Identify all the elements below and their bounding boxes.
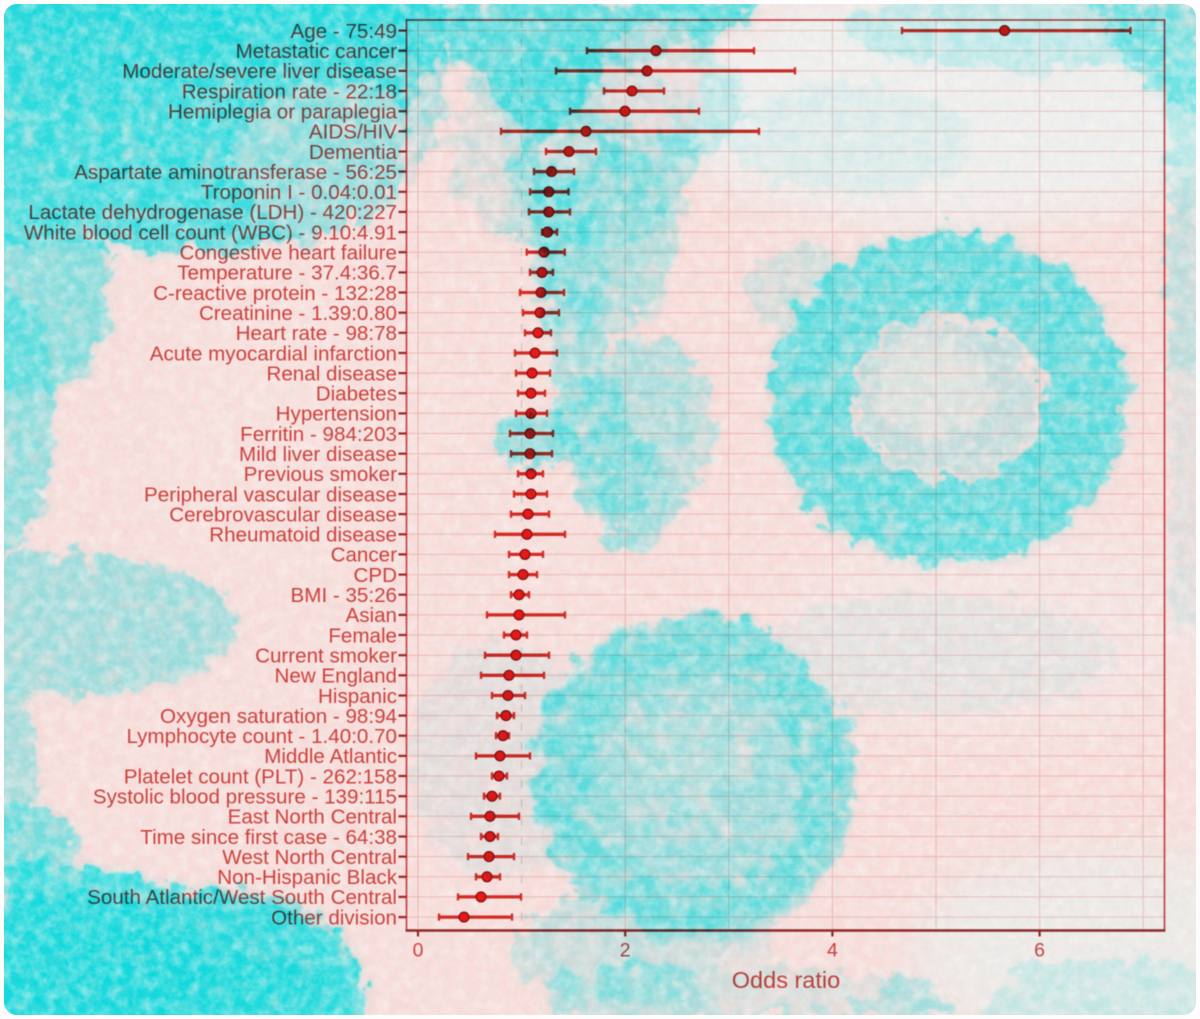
svg-text:BMI - 35:26: BMI - 35:26 [291,584,397,607]
svg-text:Female: Female [328,624,397,647]
svg-text:Oxygen saturation - 98:94: Oxygen saturation - 98:94 [160,705,397,728]
svg-text:4: 4 [827,940,838,962]
svg-text:Renal disease: Renal disease [266,362,397,385]
svg-text:Lymphocyte count - 1.40:0.70: Lymphocyte count - 1.40:0.70 [126,725,397,748]
svg-text:Other division: Other division [271,906,397,929]
svg-text:Mild liver disease: Mild liver disease [239,443,397,466]
svg-text:Asian: Asian [345,604,397,627]
svg-text:Hypertension: Hypertension [276,403,397,426]
svg-text:Troponin I - 0.04:0.01: Troponin I - 0.04:0.01 [201,181,397,204]
svg-text:AIDS/HIV: AIDS/HIV [309,121,397,144]
svg-text:Creatinine - 1.39:0.80: Creatinine - 1.39:0.80 [199,302,397,325]
svg-text:Diabetes: Diabetes [316,383,397,406]
svg-text:Moderate/severe liver disease: Moderate/severe liver disease [122,60,397,83]
svg-text:Current smoker: Current smoker [255,645,397,668]
svg-text:Heart rate - 98:78: Heart rate - 98:78 [236,322,397,345]
svg-text:Cerebrovascular disease: Cerebrovascular disease [169,503,397,526]
svg-text:Age - 75:49: Age - 75:49 [291,20,397,43]
svg-text:Aspartate aminotransferase - 5: Aspartate aminotransferase - 56:25 [74,161,397,184]
svg-text:2: 2 [620,940,631,962]
svg-text:West North Central: West North Central [222,846,397,869]
svg-text:Hispanic: Hispanic [318,685,397,708]
svg-text:C-reactive protein - 132:28: C-reactive protein - 132:28 [153,282,397,305]
svg-text:Odds ratio: Odds ratio [732,967,840,993]
svg-text:CPD: CPD [354,564,397,587]
svg-text:White blood cell count (WBC) -: White blood cell count (WBC) - 9.10:4.91 [24,221,397,244]
svg-text:Time since first case - 64:38: Time since first case - 64:38 [140,826,397,849]
svg-text:Peripheral vascular disease: Peripheral vascular disease [144,483,397,506]
svg-text:6: 6 [1034,940,1045,962]
svg-text:Platelet count (PLT) - 262:158: Platelet count (PLT) - 262:158 [124,765,397,788]
svg-text:Lactate dehydrogenase (LDH) -: Lactate dehydrogenase (LDH) - 420:227 [28,201,397,224]
svg-text:Ferritin - 984:203: Ferritin - 984:203 [240,423,397,446]
svg-text:Cancer: Cancer [331,544,398,567]
svg-text:New England: New England [275,665,398,688]
svg-text:Dementia: Dementia [309,141,398,164]
svg-text:0: 0 [413,940,424,962]
svg-text:Metastatic cancer: Metastatic cancer [236,40,398,63]
svg-text:Previous smoker: Previous smoker [244,463,397,486]
svg-text:Middle Atlantic: Middle Atlantic [264,745,397,768]
svg-text:South Atlantic/West South Cent: South Atlantic/West South Central [87,886,397,909]
svg-text:Rheumatoid disease: Rheumatoid disease [209,524,397,547]
svg-text:Congestive heart failure: Congestive heart failure [179,242,397,265]
svg-text:Non-Hispanic Black: Non-Hispanic Black [217,866,397,889]
svg-text:East North Central: East North Central [228,806,397,829]
svg-text:Systolic blood pressure - 139:: Systolic blood pressure - 139:115 [93,786,397,809]
svg-text:Respiration rate - 22:18: Respiration rate - 22:18 [182,80,397,103]
svg-text:Hemiplegia or paraplegia: Hemiplegia or paraplegia [168,101,398,124]
svg-text:Temperature - 37.4:36.7: Temperature - 37.4:36.7 [177,262,397,285]
svg-text:Acute myocardial infarction: Acute myocardial infarction [150,342,397,365]
